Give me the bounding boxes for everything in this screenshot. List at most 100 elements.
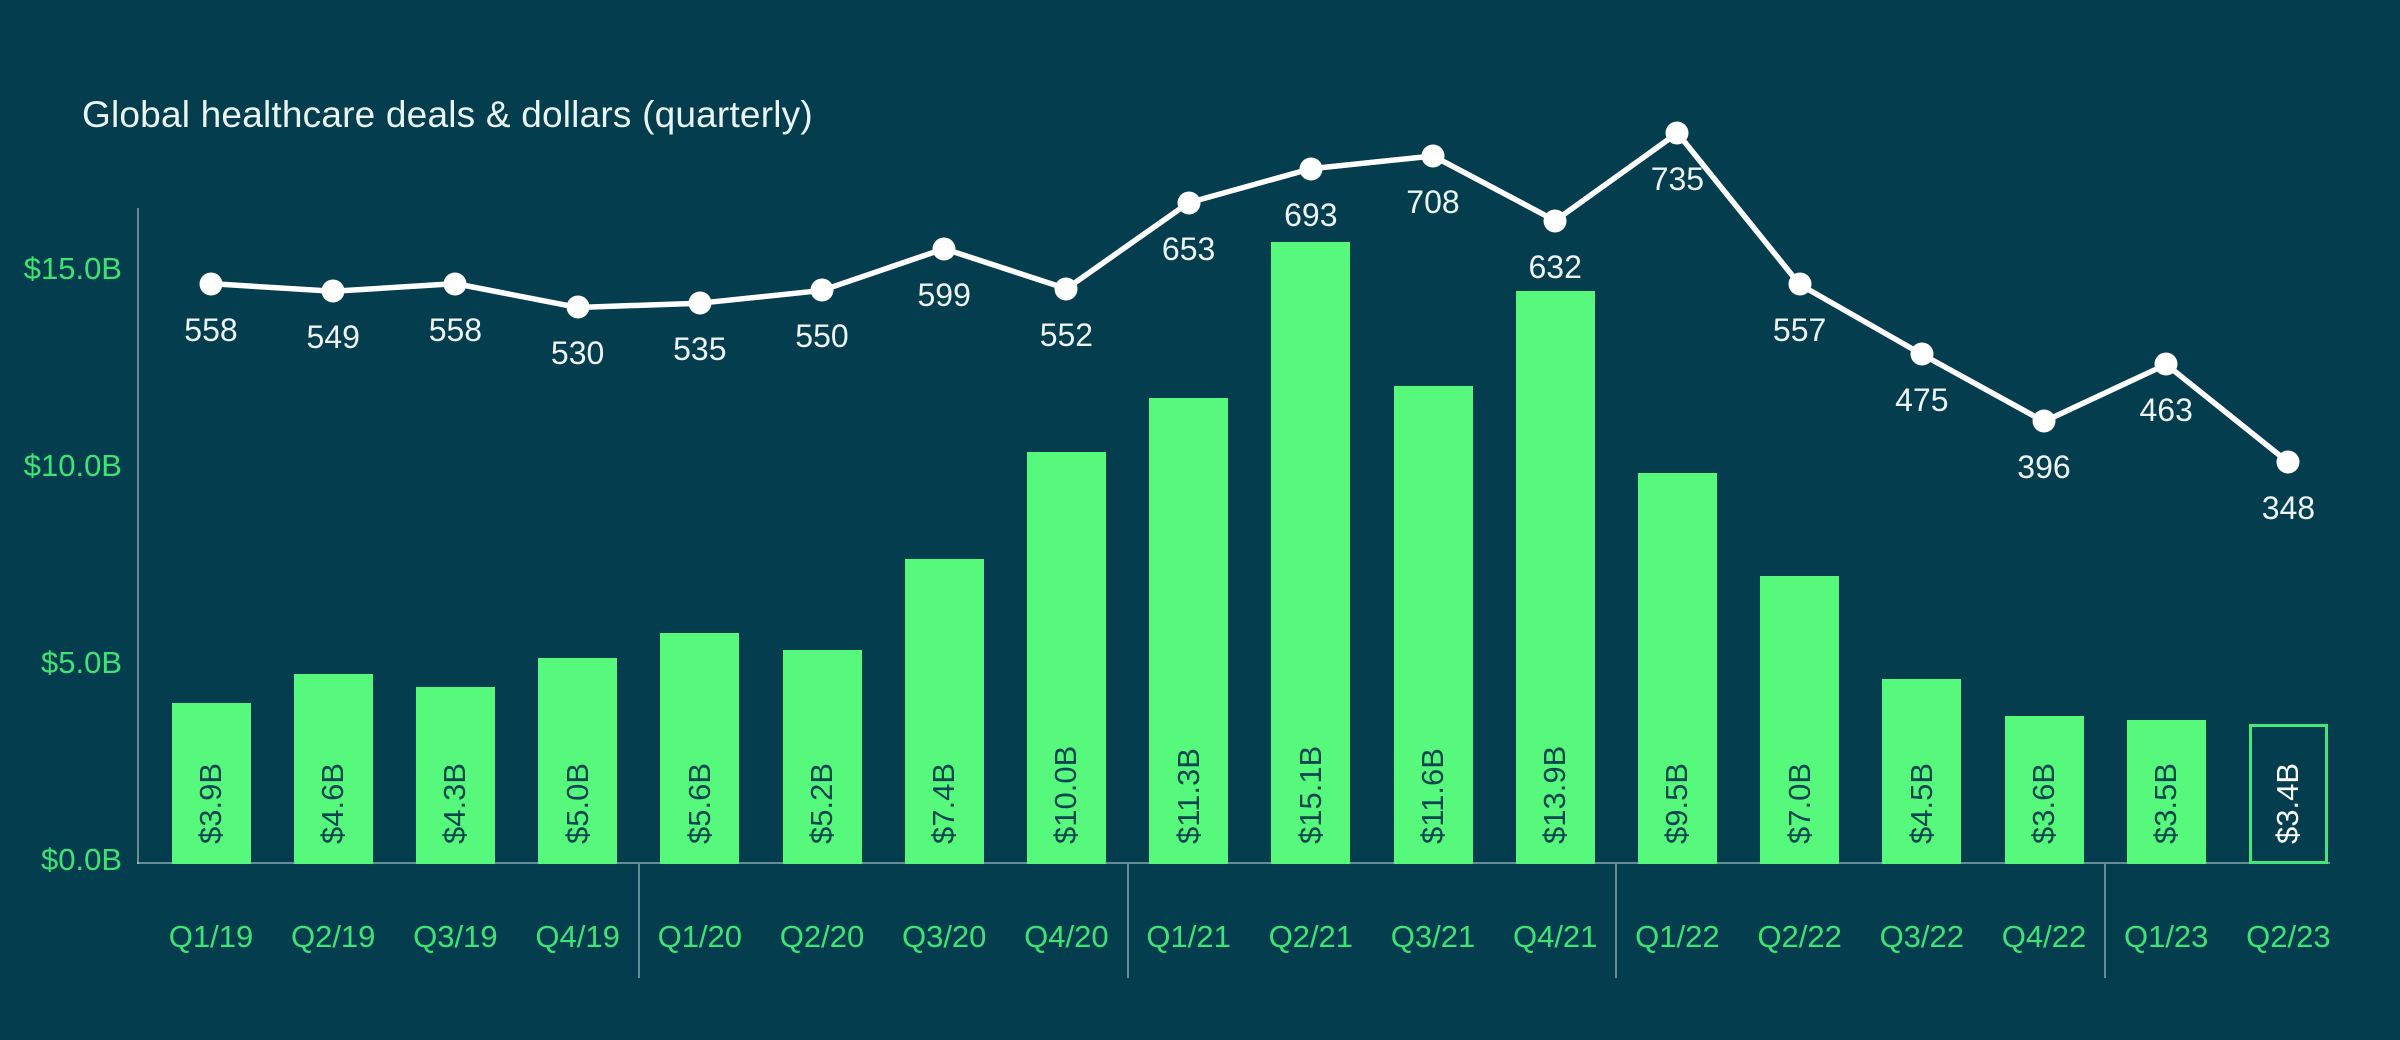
- point-value-label: 530: [550, 335, 605, 372]
- bar-value-label: $9.5B: [1659, 762, 1695, 844]
- data-point-marker: [2154, 352, 2178, 376]
- data-point-marker: [932, 237, 956, 261]
- x-axis-category-label: Q3/21: [1390, 919, 1476, 954]
- data-point-marker: [688, 291, 712, 315]
- x-axis-category-label: Q4/20: [1024, 919, 1109, 954]
- point-value-label: 653: [1161, 230, 1216, 267]
- bar: [1149, 398, 1229, 864]
- x-axis-category-label: Q1/23: [2123, 919, 2209, 954]
- year-separator: [1615, 864, 1618, 978]
- point-value-label: 693: [1284, 196, 1338, 233]
- data-point-marker: [1054, 277, 1078, 301]
- bar-value-label: $11.3B: [1170, 748, 1206, 844]
- bar-value-label: $13.9B: [1537, 745, 1573, 844]
- bar-value-label: $7.4B: [926, 762, 962, 844]
- data-point-marker: [2276, 450, 2300, 474]
- x-axis-category-label: Q3/22: [1879, 919, 1965, 954]
- bar-value-label: $3.6B: [2026, 762, 2061, 844]
- bar: [538, 658, 618, 864]
- bar: [2004, 715, 2084, 864]
- year-separator: [637, 864, 640, 978]
- x-axis-category-label: Q2/19: [290, 919, 376, 954]
- data-point-marker: [1543, 209, 1567, 233]
- data-point-marker: [1910, 342, 1934, 366]
- bar-value-label: $15.1B: [1292, 745, 1328, 844]
- data-point-marker: [566, 295, 590, 319]
- year-separator: [2104, 864, 2107, 978]
- y-axis-tick-label: $0.0B: [40, 842, 122, 877]
- y-axis-tick-label: $5.0B: [40, 645, 122, 680]
- x-axis-category-label: Q3/20: [901, 919, 987, 954]
- point-value-label: 558: [184, 311, 238, 348]
- data-point-marker: [1421, 144, 1445, 168]
- x-axis-category-label: Q2/22: [1757, 919, 1842, 954]
- x-axis-category-label: Q1/21: [1146, 919, 1231, 954]
- year-separator: [1126, 864, 1129, 978]
- x-axis-category-label: Q2/20: [779, 919, 865, 954]
- chart-title: Global healthcare deals & dollars (quart…: [82, 94, 813, 135]
- data-point-marker: [1177, 191, 1201, 215]
- point-value-label: 396: [2017, 449, 2071, 486]
- point-value-label: 558: [428, 311, 483, 348]
- y-axis-tick-label: $15.0B: [23, 251, 122, 286]
- bar-value-label: $4.5B: [1903, 762, 1939, 844]
- data-point-marker: [199, 272, 223, 296]
- bar-value-label: $3.4B: [2270, 762, 2306, 844]
- data-point-marker: [2032, 409, 2056, 433]
- data-point-marker: [1788, 272, 1812, 296]
- point-value-label: 535: [673, 331, 727, 368]
- point-value-label: 708: [1406, 183, 1460, 220]
- bar-outlined: [2248, 723, 2328, 864]
- bar: [293, 674, 373, 864]
- bar: [2126, 719, 2206, 864]
- x-axis-category-label: Q1/19: [168, 919, 254, 954]
- bar-value-label: $11.6B: [1415, 748, 1450, 844]
- data-point-marker: [443, 272, 467, 296]
- point-value-label: 463: [2139, 392, 2193, 429]
- point-value-label: 599: [917, 276, 971, 313]
- x-axis-category-label: Q1/20: [657, 919, 743, 954]
- bar: [415, 686, 495, 864]
- bar: [660, 633, 740, 864]
- bar-value-label: $7.0B: [1781, 762, 1817, 844]
- x-axis-category-label: Q3/19: [413, 919, 498, 954]
- x-axis-line: [137, 862, 2330, 864]
- x-axis-category-label: Q1/22: [1635, 919, 1720, 954]
- point-value-label: 632: [1528, 248, 1582, 285]
- data-point-marker: [1299, 157, 1323, 181]
- y-axis-tick-label: $10.0B: [23, 448, 122, 483]
- point-value-label: 557: [1772, 312, 1827, 349]
- bar-value-label: $10.0B: [1048, 745, 1084, 844]
- point-value-label: 549: [306, 319, 360, 356]
- bar: [1760, 575, 1840, 864]
- x-axis-category-label: Q4/21: [1512, 919, 1598, 954]
- x-axis-category-label: Q4/19: [535, 919, 620, 954]
- bar: [171, 703, 251, 864]
- bar-value-label: $3.9B: [193, 762, 228, 844]
- bar: [1882, 678, 1962, 864]
- bar: [1026, 452, 1106, 864]
- x-axis-category-label: Q4/22: [2001, 919, 2087, 954]
- point-value-label: 550: [795, 318, 849, 355]
- bar-value-label: $4.6B: [315, 762, 351, 844]
- data-point-marker: [321, 279, 345, 303]
- point-value-label: 552: [1039, 316, 1094, 353]
- bar: [904, 559, 984, 864]
- bar: [1393, 386, 1473, 864]
- bar: [1637, 472, 1717, 864]
- bar-value-label: $3.5B: [2148, 762, 2184, 844]
- bar: [782, 649, 862, 864]
- bar-value-label: $5.0B: [559, 762, 595, 844]
- bar-value-label: $5.2B: [804, 762, 839, 844]
- x-axis-category-label: Q2/21: [1268, 919, 1354, 954]
- y-axis-line: [137, 208, 139, 864]
- point-value-label: 735: [1650, 161, 1705, 197]
- data-point-marker: [1665, 121, 1689, 145]
- point-value-label: 348: [2261, 490, 2316, 527]
- point-value-label: 475: [1895, 382, 1949, 419]
- x-axis-category-label: Q2/23: [2246, 919, 2331, 954]
- data-point-marker: [810, 278, 834, 302]
- bar-value-label: $5.6B: [681, 762, 717, 844]
